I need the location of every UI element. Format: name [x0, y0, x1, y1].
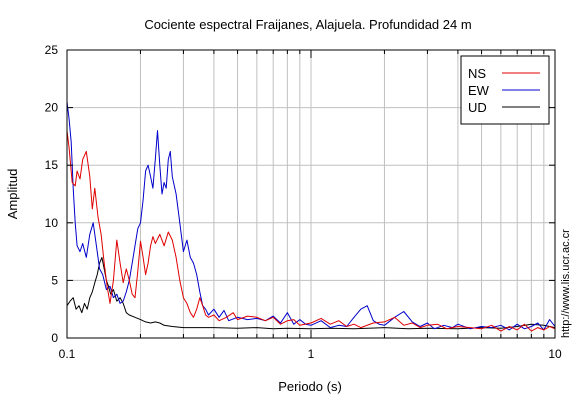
- y-tick-label: 25: [45, 43, 59, 57]
- x-tick-label: 10: [548, 347, 562, 361]
- legend-label-ud: UD: [468, 100, 487, 115]
- y-tick-label: 10: [45, 216, 59, 230]
- credit-url: http://www.lis.ucr.ac.cr: [560, 229, 572, 338]
- x-tick-label: 1: [308, 347, 315, 361]
- series-line-ud: [66, 256, 556, 330]
- axis-ticks: 0.1 1 10 0 5 10 15 20 25: [45, 43, 562, 361]
- series-lines: [66, 101, 556, 332]
- legend-label-ew: EW: [468, 83, 490, 98]
- y-tick-label: 15: [45, 158, 59, 172]
- y-tick-label: 5: [51, 273, 58, 287]
- legend-label-ns: NS: [468, 66, 486, 81]
- chart-title: Cociente espectral Fraijanes, Alajuela. …: [144, 17, 471, 32]
- series-line-ns: [66, 130, 556, 332]
- x-tick-label: 0.1: [59, 347, 76, 361]
- x-axis-label: Periodo (s): [278, 379, 342, 394]
- y-axis-label: Amplitud: [5, 169, 20, 220]
- y-tick-label: 0: [51, 331, 58, 345]
- legend: NS EW UD: [460, 55, 550, 125]
- y-tick-label: 20: [45, 101, 59, 115]
- grid: [67, 50, 555, 338]
